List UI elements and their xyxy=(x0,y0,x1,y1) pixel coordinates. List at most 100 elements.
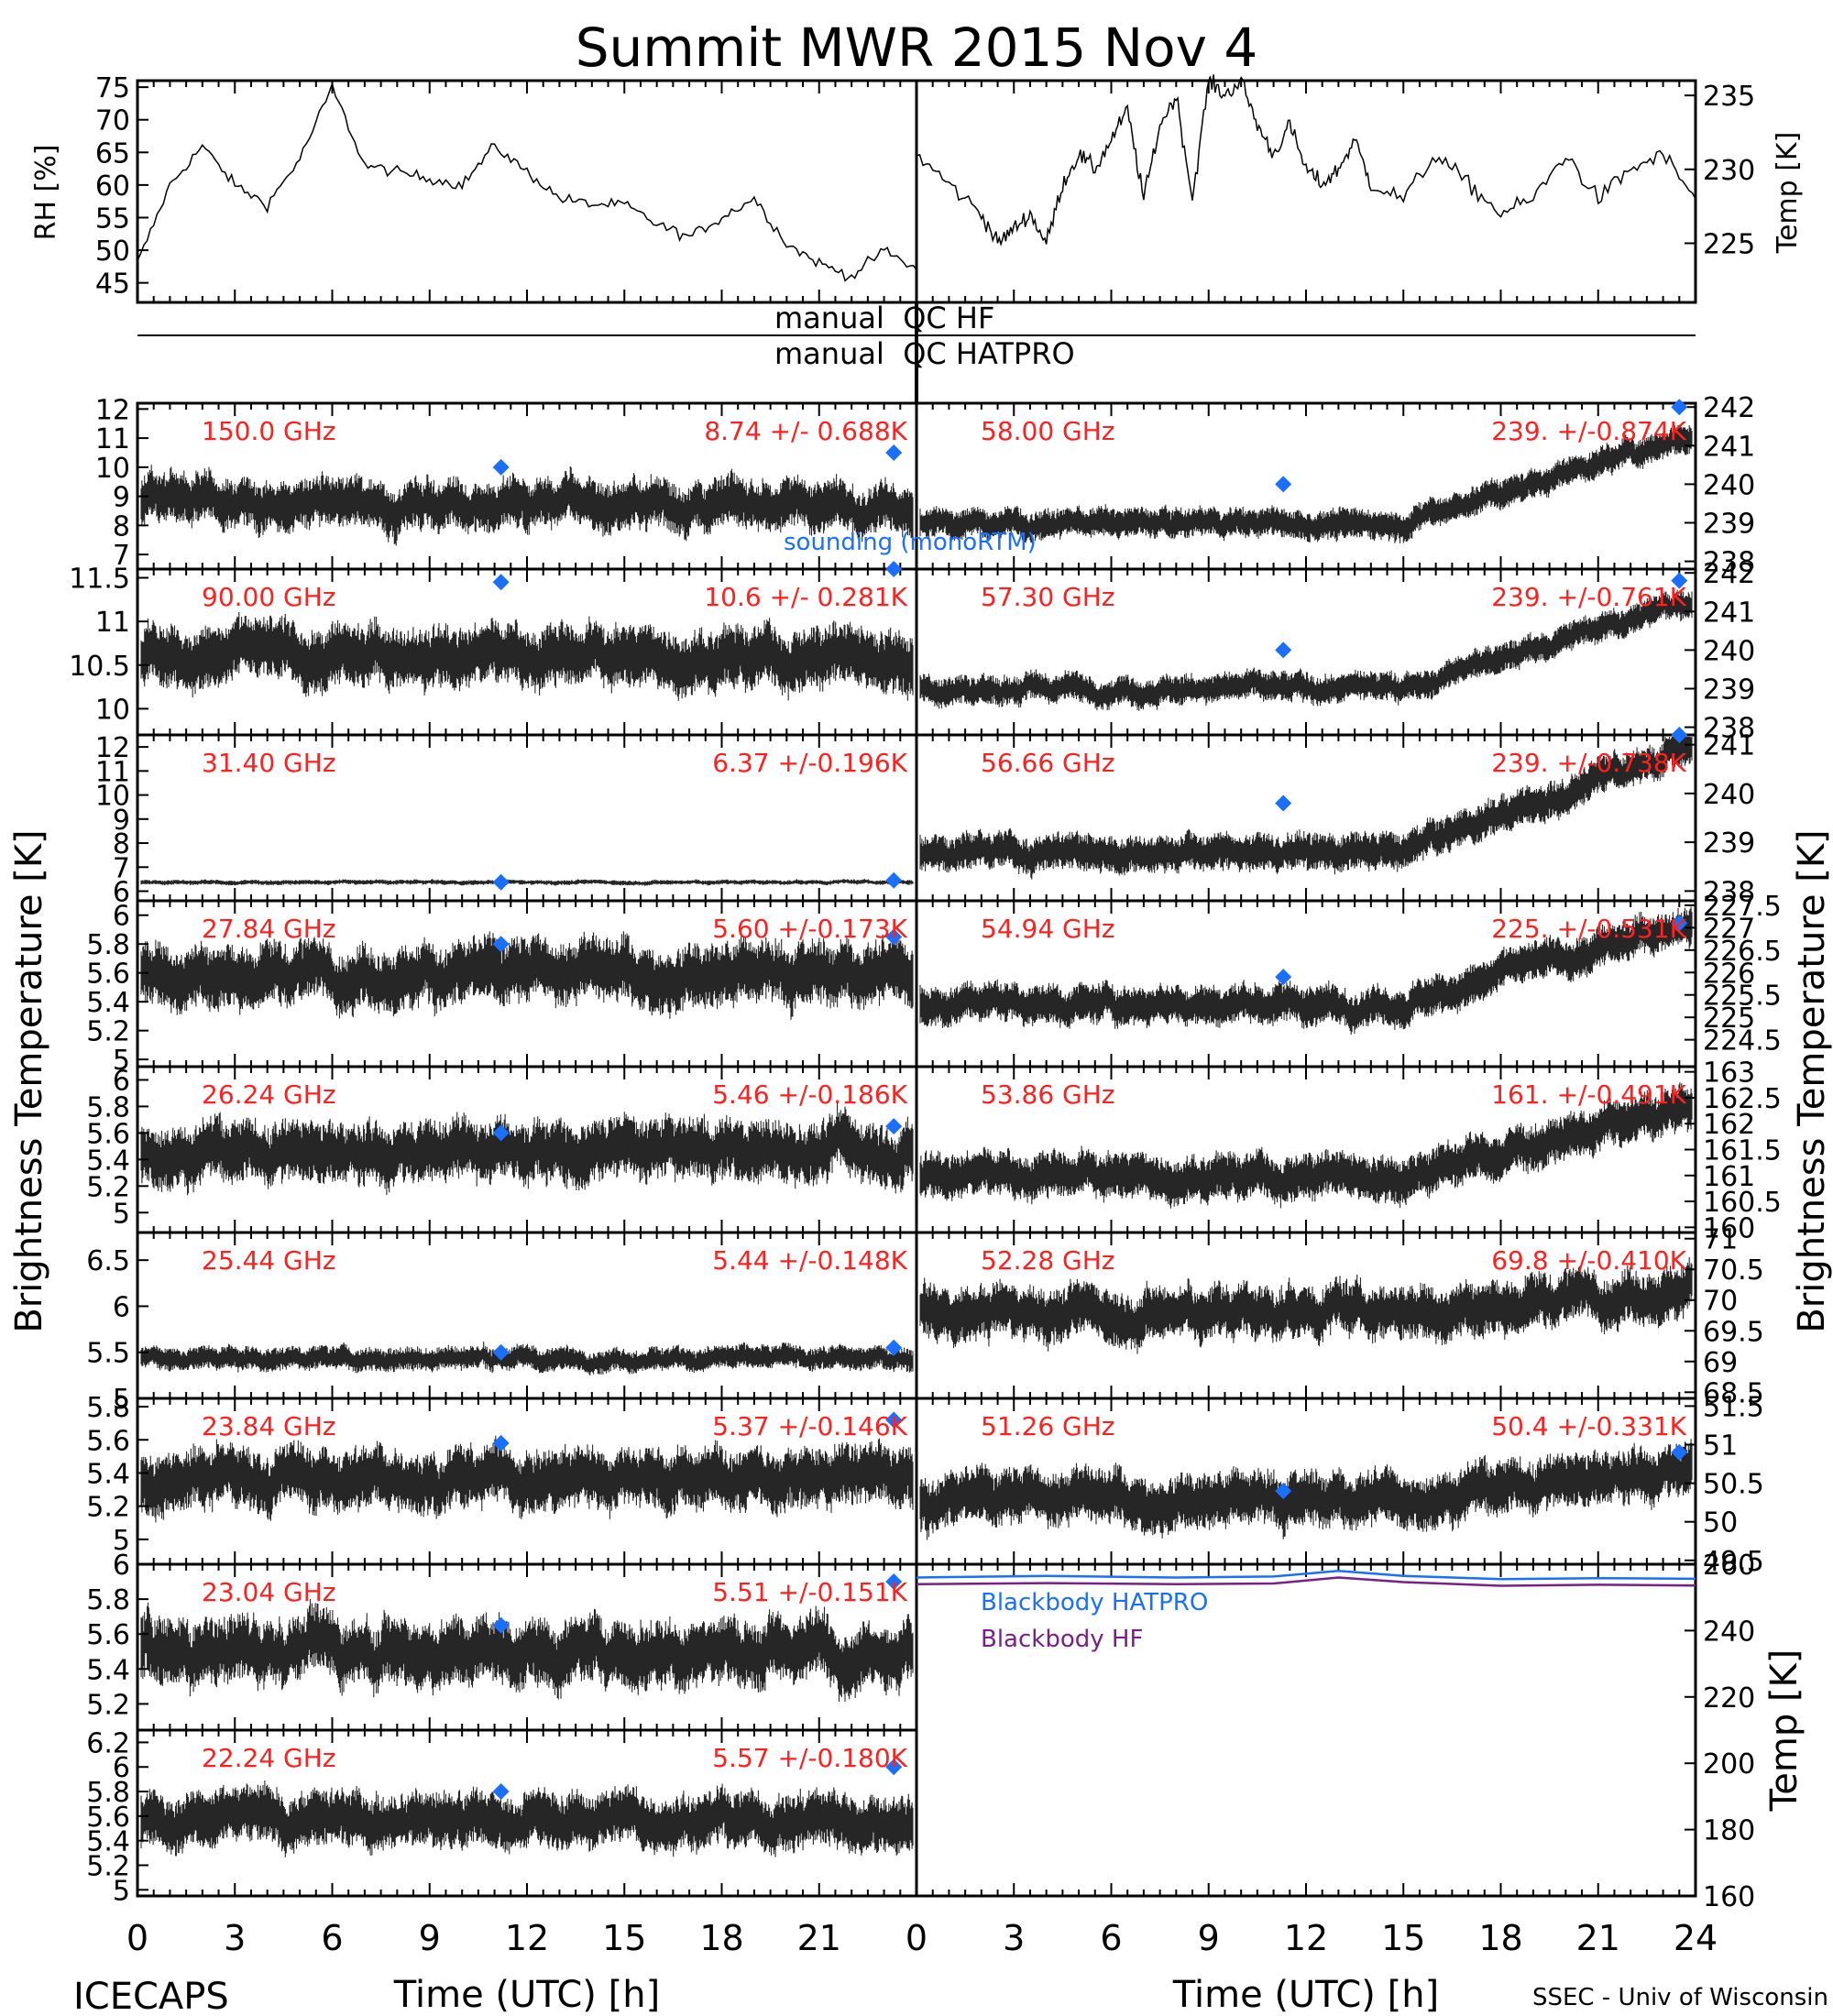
sounding-marker xyxy=(1275,1483,1292,1500)
sounding-legend: sounding (monoRTM) xyxy=(784,529,1037,556)
ytick-label: 5.8 xyxy=(86,1392,130,1424)
ytick-label: 5 xyxy=(113,1198,130,1230)
ytick-label: 5.5 xyxy=(86,1338,130,1370)
channel-trace-ch90 xyxy=(140,612,914,701)
channel-frequency-label: 31.40 GHz xyxy=(202,748,336,778)
panel-frame xyxy=(136,79,918,304)
ytick-label: 239 xyxy=(1703,827,1755,860)
channel-stat-label: 8.74 +/- 0.688K xyxy=(704,416,907,446)
xtick-label: 12 xyxy=(1284,1918,1328,1958)
right-ylabel: Brightness Temperature [K] xyxy=(1791,829,1833,1332)
channel-trace-ch57 xyxy=(919,589,1693,711)
ytick-label: 160 xyxy=(1703,1881,1755,1913)
blackbody-panel: 160 180 200 220 240 260 Blackbody HATPRO Blackb… xyxy=(915,1550,1806,1913)
footer-right: SSEC - Univ of Wisconsin xyxy=(1532,1984,1828,2011)
ytick-label: 242 xyxy=(1703,558,1755,590)
channel-frequency-label: 22.24 GHz xyxy=(202,1743,336,1773)
xlabel-left: Time (UTC) [h] xyxy=(393,1974,660,2016)
blackbody-ylabel: Temp [K] xyxy=(1763,1649,1806,1813)
panel-ch56: 238 239 240 241 56.66 GHz 239. +/-0.738K xyxy=(915,727,1755,908)
ytick-label: 200 xyxy=(1703,1748,1755,1780)
ytick-label: 224.5 xyxy=(1703,1025,1782,1057)
panel-ch90: 10 10.5 11 11.5 90.00 GHz 10.6 +/- 0.281K xyxy=(69,561,918,737)
channel-stat-label: 239. +/-0.738K xyxy=(1491,748,1686,778)
ytick-label: 5 xyxy=(113,1525,130,1557)
ytick-label: 49.5 xyxy=(1703,1546,1764,1578)
ytick-label: 6 xyxy=(113,1291,130,1323)
channel-trace-ch54 xyxy=(919,906,1693,1035)
blackbody-legend-0: Blackbody HATPRO xyxy=(981,1589,1208,1616)
ytick-label: 225 xyxy=(1703,1003,1755,1035)
sounding-marker xyxy=(492,1343,510,1361)
ytick-label: 238 xyxy=(1703,876,1755,908)
ytick-label: 11 xyxy=(95,423,130,455)
blackbody-line-0 xyxy=(916,1569,1696,1581)
ytick-label: 225 xyxy=(1703,228,1755,260)
channel-trace-ch26 xyxy=(140,1102,914,1196)
qc-hf-label: manual QC HF xyxy=(774,301,994,335)
sounding-marker xyxy=(1671,572,1688,589)
sounding-marker xyxy=(885,1339,903,1356)
ytick-label: 6 xyxy=(113,1065,130,1097)
qc-section: manual QC HF manual QC HATPRO xyxy=(137,301,1696,403)
sounding-marker xyxy=(885,1759,903,1776)
ytick-label: 5.4 xyxy=(86,1826,130,1858)
rh-panel-right: 225 230 235 xyxy=(915,74,1755,304)
channel-stat-label: 5.37 +/-0.146K xyxy=(712,1411,907,1441)
ytick-label: 161 xyxy=(1703,1161,1755,1193)
ytick-label: 235 xyxy=(1703,81,1755,113)
ytick-label: 5.2 xyxy=(86,1171,130,1203)
sounding-marker xyxy=(1671,1443,1688,1461)
ytick-label: 162.5 xyxy=(1703,1083,1782,1115)
channel-frequency-label: 51.26 GHz xyxy=(981,1411,1115,1441)
ytick-label: 65 xyxy=(95,137,130,170)
channel-stat-label: 161. +/-0.491K xyxy=(1491,1079,1686,1110)
sounding-marker xyxy=(492,1616,510,1634)
channel-stat-label: 69.8 +/-0.410K xyxy=(1491,1245,1686,1276)
ytick-label: 12 xyxy=(95,394,130,426)
ytick-label: 70 xyxy=(1703,1286,1738,1318)
sounding-marker xyxy=(492,936,510,953)
channel-trace-ch51 xyxy=(919,1439,1693,1540)
panel-ch51: 49.5 50 50.5 51 51.5 51.26 GHz 50.4 +/-0.331K xyxy=(915,1391,1764,1578)
channel-stat-label: 5.60 +/-0.173K xyxy=(712,914,907,944)
channel-stat-label: 5.51 +/-0.151K xyxy=(712,1577,907,1607)
channel-stat-label: 5.57 +/-0.180K xyxy=(712,1743,907,1773)
ytick-label: 6 xyxy=(113,877,130,909)
ytick-label: 260 xyxy=(1703,1550,1755,1582)
ytick-label: 10 xyxy=(95,781,130,813)
panel-ch57: 238 239 240 241 242 57.30 GHz 239. +/-0.761K xyxy=(915,558,1755,745)
temp-line xyxy=(916,74,1696,247)
ytick-label: 5.4 xyxy=(86,1145,130,1177)
ytick-label: 162 xyxy=(1703,1109,1755,1141)
panel-ch26: 55.25.45.65.86 26.24 GHz 5.46 +/-0.186K xyxy=(86,1065,918,1234)
ytick-label: 227.5 xyxy=(1703,891,1782,923)
ytick-label: 5.2 xyxy=(86,1016,130,1048)
ytick-label: 241 xyxy=(1703,431,1755,463)
ytick-label: 161.5 xyxy=(1703,1135,1782,1167)
xtick-label: 0 xyxy=(906,1918,927,1958)
ytick-label: 226.5 xyxy=(1703,936,1782,968)
ytick-label: 5.6 xyxy=(86,1802,130,1834)
ytick-label: 7 xyxy=(113,540,130,572)
temp-ylabel: Temp [K] xyxy=(1772,132,1804,255)
sounding-marker xyxy=(885,871,903,889)
sounding-marker xyxy=(1275,476,1292,493)
xtick-label: 18 xyxy=(1478,1918,1522,1958)
ytick-label: 6.2 xyxy=(86,1727,130,1759)
ytick-label: 240 xyxy=(1703,779,1755,811)
channel-trace-ch23_0 xyxy=(140,1599,914,1702)
blackbody-legend-1: Blackbody HF xyxy=(981,1626,1143,1653)
xtick-label: 15 xyxy=(602,1918,646,1958)
figure-title: Summit MWR 2015 Nov 4 xyxy=(576,16,1258,79)
panel-ch23_8: 55.25.45.65.8 23.84 GHz 5.37 +/-0.146K xyxy=(86,1392,918,1566)
ytick-label: 5.4 xyxy=(86,1654,130,1686)
ytick-label: 68.5 xyxy=(1703,1377,1764,1409)
channel-stat-label: 50.4 +/-0.331K xyxy=(1491,1411,1686,1441)
